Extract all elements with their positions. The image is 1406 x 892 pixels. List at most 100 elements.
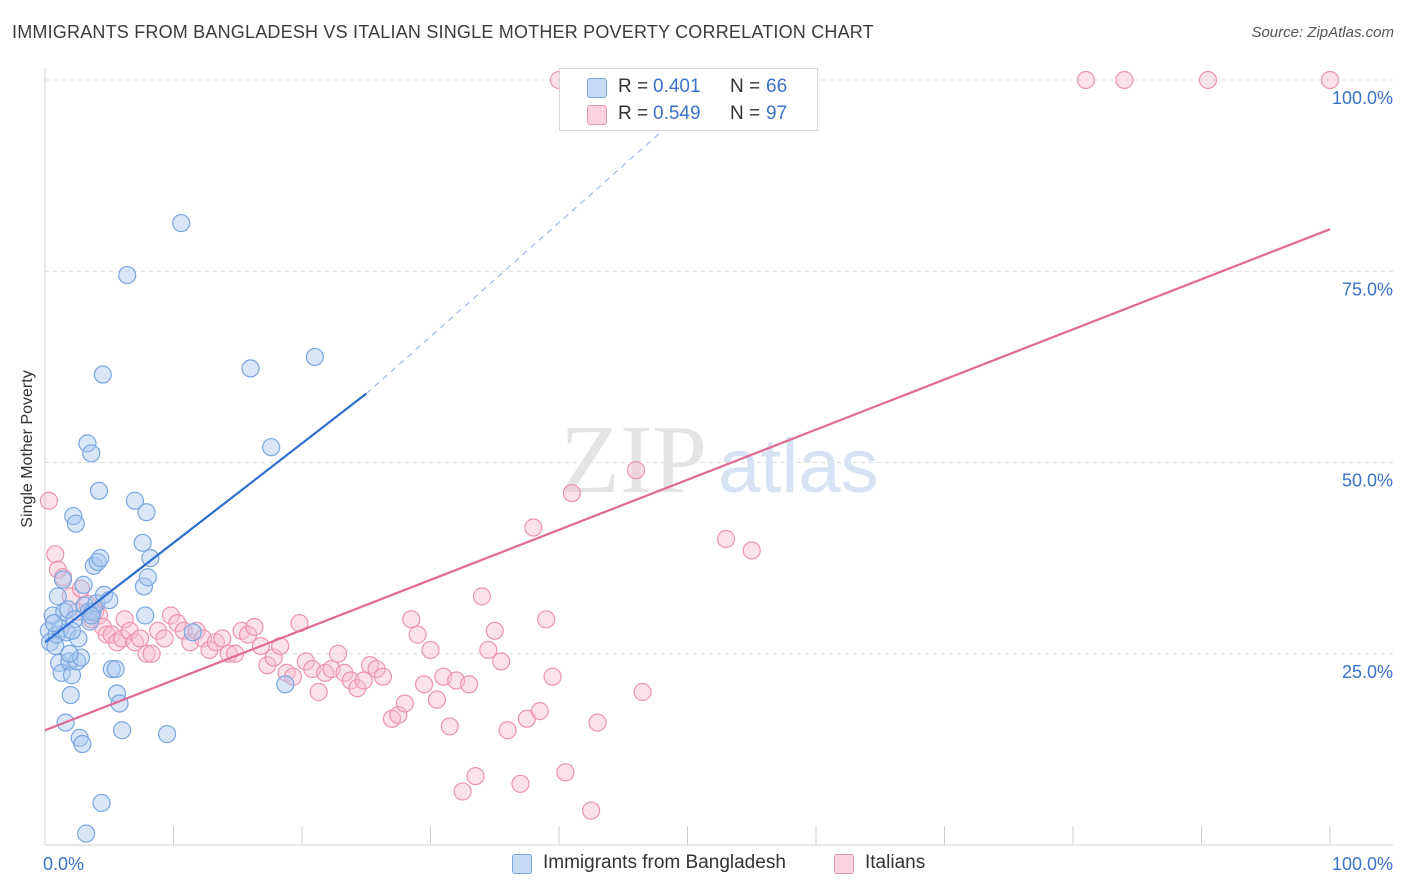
bangladesh-point	[183, 623, 202, 642]
italians-point	[440, 717, 459, 736]
r-label: R =	[618, 103, 649, 124]
italians-point	[1320, 70, 1340, 90]
italians-point	[264, 648, 283, 667]
bangladesh-point	[102, 659, 121, 679]
bangladesh-point	[141, 549, 160, 568]
italians-point	[373, 667, 393, 686]
legend-series: Immigrants from Bangladesh Italians	[0, 852, 1406, 878]
italians-point	[453, 782, 472, 801]
bangladesh-point	[78, 434, 97, 453]
italians-point	[485, 621, 504, 640]
italians-point	[155, 629, 174, 648]
italians-point	[130, 629, 150, 648]
italians-point	[137, 644, 156, 663]
italians-point	[511, 774, 530, 793]
italians-point	[498, 721, 517, 740]
italians-point	[472, 587, 491, 606]
italians-point	[421, 640, 440, 660]
bangladesh-point	[106, 659, 125, 679]
italians-point	[120, 621, 139, 640]
italians-point	[283, 667, 303, 686]
bangladesh-point	[60, 644, 79, 663]
italians-point	[142, 644, 161, 663]
bangladesh-point	[82, 606, 101, 625]
italians-point	[492, 652, 511, 671]
bangladesh-point	[305, 347, 324, 367]
y-axis-label-wrap: Single Mother Poverty	[18, 300, 38, 600]
bangladesh-point	[276, 675, 295, 694]
italians-point	[46, 545, 65, 564]
bangladesh-trend-extension	[365, 79, 721, 395]
bangladesh-trend-line	[44, 392, 367, 644]
italians-point	[524, 518, 543, 537]
bangladesh-point	[241, 359, 260, 378]
italians-point	[588, 713, 607, 732]
italians-point	[742, 541, 761, 560]
watermark: ZIP atlas	[560, 406, 879, 514]
italians-point	[408, 625, 427, 644]
italians-point	[562, 484, 581, 503]
bangladesh-point	[53, 570, 73, 589]
italians-point	[427, 690, 447, 709]
n-value: 97	[766, 103, 788, 124]
bangladesh-point	[133, 533, 152, 552]
y-tick-label: 25.0%	[1342, 662, 1393, 682]
x-tick-label: 0.0%	[43, 854, 84, 874]
watermark-atlas: atlas	[718, 424, 879, 509]
bangladesh-point	[112, 721, 132, 740]
legend-label: Immigrants from Bangladesh	[543, 852, 786, 873]
bangladesh-point	[172, 213, 191, 233]
italians-point	[1076, 70, 1095, 90]
n-value: 66	[766, 76, 788, 97]
y-tick-label: 75.0%	[1342, 279, 1393, 299]
bangladesh-swatch	[512, 854, 532, 874]
y-tick-label: 50.0%	[1342, 471, 1393, 491]
italians-point	[97, 625, 116, 644]
bangladesh-point	[118, 265, 137, 285]
italians-point	[174, 621, 193, 640]
italians-point	[556, 763, 575, 782]
chart-title: IMMIGRANTS FROM BANGLADESH VS ITALIAN SI…	[12, 22, 874, 42]
legend-stats: R = 0.401 N = 66 R = 0.549 N = 97	[559, 68, 818, 131]
italians-point	[395, 694, 414, 713]
r-value: 0.401	[653, 76, 701, 97]
italians-point	[309, 682, 328, 702]
bangladesh-point	[44, 614, 64, 633]
bangladesh-point	[92, 793, 111, 813]
bangladesh-point	[137, 503, 156, 522]
italians-point	[414, 675, 434, 694]
legend-stats-row-bangladesh: R = 0.401 N = 66	[560, 74, 817, 100]
bangladesh-point	[61, 685, 80, 705]
bangladesh-point	[134, 577, 154, 596]
italians-point	[1115, 70, 1134, 90]
r-label: R =	[618, 76, 649, 97]
y-tick-label: 100.0%	[1332, 88, 1393, 108]
source-label: Source: ZipAtlas.com	[1251, 24, 1394, 41]
r-value: 0.549	[653, 103, 701, 124]
y-axis-label: Single Mother Poverty	[19, 370, 36, 528]
bangladesh-point	[138, 568, 157, 587]
bangladesh-point	[48, 587, 67, 606]
bangladesh-point	[60, 652, 79, 671]
n-label: N =	[730, 103, 761, 124]
italians-point	[39, 491, 58, 510]
italians-point	[245, 617, 264, 637]
italians-point	[530, 702, 549, 721]
gridlines	[45, 79, 1393, 655]
legend-label: Italians	[865, 852, 926, 873]
italians-points	[39, 70, 1340, 820]
italians-point	[537, 610, 556, 629]
bangladesh-point	[77, 824, 96, 843]
italians-point	[582, 801, 601, 820]
bangladesh-point	[157, 724, 177, 744]
bangladesh-point	[73, 734, 92, 754]
bangladesh-point	[125, 491, 145, 510]
italians-point	[354, 671, 373, 690]
axes	[44, 68, 1393, 846]
italians-point	[716, 529, 736, 549]
italians-point	[1198, 70, 1218, 90]
italians-point	[459, 675, 479, 694]
italians-swatch	[834, 854, 854, 874]
italians-point	[402, 610, 421, 629]
